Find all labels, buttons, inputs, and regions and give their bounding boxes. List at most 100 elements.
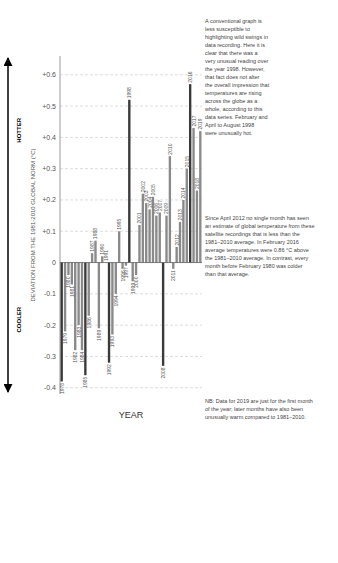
x-axis-title: YEAR xyxy=(119,410,144,420)
bar xyxy=(172,263,174,269)
year-label: 2011 xyxy=(170,270,176,281)
annotation-line: the 1981–2010 average. In contrast, ever… xyxy=(205,255,309,261)
y-tick-label: +0.5 xyxy=(42,103,56,110)
year-label: 1997 xyxy=(123,267,129,278)
bar xyxy=(98,263,100,329)
bar xyxy=(64,263,66,332)
grid-line xyxy=(60,106,202,107)
year-label: 2016 xyxy=(187,71,193,82)
year-label: 2008 xyxy=(160,367,166,378)
year-label: 1988 xyxy=(93,228,99,239)
bars xyxy=(61,84,202,381)
scale-label: COOLER xyxy=(16,306,22,332)
y-tick-label: 0 xyxy=(52,259,56,266)
bar xyxy=(155,216,157,263)
bar xyxy=(61,263,63,382)
year-label: 2012 xyxy=(174,234,180,245)
year-labels: 1978197919801981198219831984198519861987… xyxy=(59,71,204,394)
annotation-line: less susceptible to xyxy=(205,26,250,32)
year-label: 1991 xyxy=(103,250,109,261)
year-label: 2014 xyxy=(180,187,186,198)
year-label: 1986 xyxy=(86,317,92,328)
annotation-line: satellite recordings that is less than t… xyxy=(205,231,300,237)
bar xyxy=(138,225,140,263)
annotation-line: the year 1998. However, xyxy=(205,66,265,72)
bar xyxy=(192,128,194,263)
year-label: 1994 xyxy=(113,295,119,306)
y-ticks: -0.4-0.3-0.2-0.10+0.1+0.2+0.3+0.4+0.5+0.… xyxy=(42,71,56,391)
annotation-line: of the year; later months have also been xyxy=(205,406,303,412)
year-label: 2009 xyxy=(164,203,170,214)
year-label: 2017 xyxy=(191,115,197,126)
bar xyxy=(142,194,144,263)
annotation-line: whole, according to this xyxy=(204,106,263,112)
year-label: 2010 xyxy=(167,143,173,154)
year-label: 1981 xyxy=(69,286,75,297)
grid-line xyxy=(60,262,202,263)
grid-line xyxy=(60,199,202,200)
bar xyxy=(67,263,69,276)
annotation-line: April to August 1998 xyxy=(205,122,254,128)
y-tick-label: -0.3 xyxy=(44,353,56,360)
y-axis-title: DEVIATION FROM THE 1981-2010 GLOBAL NORM… xyxy=(30,149,36,302)
chart: -0.4-0.3-0.2-0.10+0.1+0.2+0.3+0.4+0.5+0.… xyxy=(0,0,338,563)
bar xyxy=(189,84,191,262)
year-label: 1998 xyxy=(126,87,132,98)
y-axis-line xyxy=(60,56,61,394)
annotation-line: were unusually hot. xyxy=(204,130,253,136)
year-label: 2007 xyxy=(157,200,163,211)
annotation-line: than that average. xyxy=(205,271,250,277)
year-label: 2019 xyxy=(197,118,203,129)
grid-line xyxy=(60,74,202,75)
y-tick-label: -0.2 xyxy=(44,322,56,329)
year-label: 2004 xyxy=(147,197,153,208)
year-label: 2005 xyxy=(150,184,156,195)
annotation-line: NB: Data for 2019 are just for the first… xyxy=(205,398,313,404)
zero-line xyxy=(60,262,202,263)
year-label: 1978 xyxy=(59,383,65,394)
bar xyxy=(77,263,79,326)
year-label: 1995 xyxy=(116,218,122,229)
annotation-line: month before February 1980 was colder xyxy=(205,263,303,269)
annotation-line: A conventional graph is xyxy=(205,18,262,24)
bar xyxy=(186,169,188,263)
y-tick-label: -0.4 xyxy=(44,384,56,391)
y-tick-label: +0.6 xyxy=(42,71,56,78)
year-label: 1987 xyxy=(89,240,95,251)
bar xyxy=(162,263,164,366)
year-label: 1983 xyxy=(76,326,82,337)
year-label: 1993 xyxy=(109,336,115,347)
year-label: 2001 xyxy=(136,212,142,223)
bar xyxy=(196,191,198,263)
y-tick-label: +0.4 xyxy=(42,134,56,141)
annotation-line: across the globe as a xyxy=(205,98,258,104)
bar xyxy=(148,209,150,262)
bar xyxy=(165,216,167,263)
year-label: 2015 xyxy=(184,156,190,167)
y-tick-label: +0.1 xyxy=(42,228,56,235)
annotation: A conventional graph is less susceptible … xyxy=(204,18,270,136)
y-tick-label: +0.2 xyxy=(42,196,56,203)
bar xyxy=(199,131,201,262)
year-label: 2000 xyxy=(133,276,139,287)
grid-line xyxy=(60,168,202,169)
bar xyxy=(145,203,147,262)
annotation-line: an estimate of global temperature from t… xyxy=(205,223,314,229)
bar xyxy=(91,253,93,262)
year-label: 1984 xyxy=(79,351,85,362)
annotation: Since April 2012 no single month has see… xyxy=(205,215,314,277)
annotation-line: the overall impression that xyxy=(205,82,270,88)
year-label: 2018 xyxy=(194,178,200,189)
bar xyxy=(135,263,137,276)
annotation-line: very unusual reading over xyxy=(205,58,268,64)
bar xyxy=(125,263,127,266)
bar xyxy=(128,100,130,263)
annotation-line: that fact does not alter xyxy=(205,74,260,80)
grid-line xyxy=(60,137,202,138)
annotation-line: clear that there was a xyxy=(205,50,259,56)
annotation-line: highlighting wild swings in xyxy=(205,34,268,40)
year-label: 1992 xyxy=(106,364,112,375)
annotation-line: Since April 2012 no single month has see… xyxy=(205,215,309,221)
bar xyxy=(159,212,161,262)
scale-arrow xyxy=(7,58,9,392)
